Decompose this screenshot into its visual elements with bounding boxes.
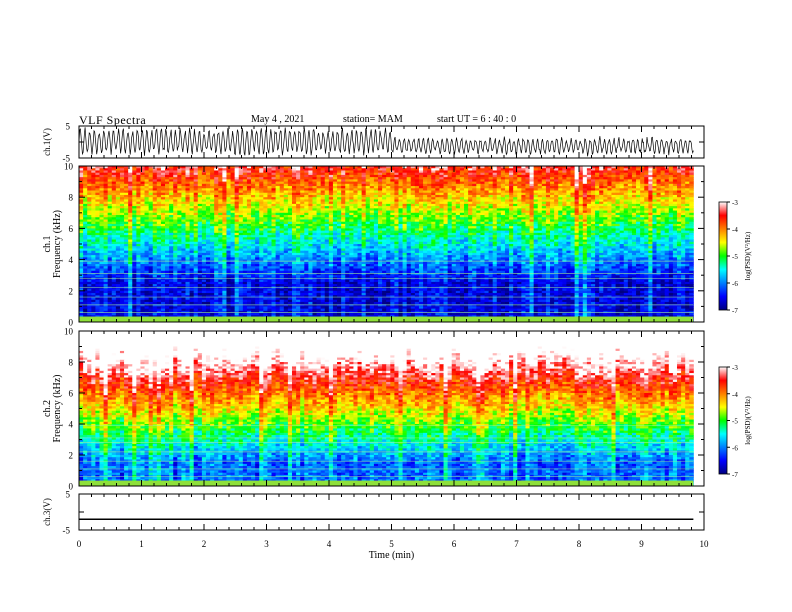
x-tick-label: 10 — [700, 539, 710, 549]
x-tick-label: 4 — [327, 539, 332, 549]
y-tick-label: 4 — [69, 255, 74, 265]
y-tick-label: 8 — [69, 193, 74, 203]
spectrogram-cells-1 — [79, 166, 694, 323]
y-axis-label: Frequency (kHz) — [52, 210, 63, 278]
x-tick-label: 7 — [514, 539, 519, 549]
colorbar-tick-label: -6 — [732, 280, 738, 288]
colorbar — [718, 366, 728, 475]
y-tick-label: 0 — [69, 482, 74, 492]
y-tick-label: 2 — [69, 451, 74, 461]
colorbar-tick-label: -6 — [732, 444, 738, 452]
colorbar-tick-label: -7 — [732, 471, 738, 479]
colorbar-tick-label: -3 — [732, 364, 738, 372]
y-tick-label: 5 — [66, 490, 71, 500]
spectrogram-cells-2 — [79, 331, 694, 487]
y-axis-label: ch.1(V) — [42, 128, 52, 156]
panel-channel-label: ch.1 — [42, 236, 53, 253]
low-frequency-band — [79, 480, 694, 486]
y-axis-label: Frequency (kHz) — [52, 374, 63, 442]
y-tick-label: 10 — [64, 162, 74, 172]
y-tick-label: -5 — [63, 154, 71, 164]
y-tick-label: -5 — [63, 526, 71, 536]
y-tick-label: 0 — [69, 318, 74, 328]
y-tick-label: 2 — [69, 286, 74, 296]
colorbar-tick-label: -5 — [732, 418, 738, 426]
x-tick-label: 0 — [77, 539, 82, 549]
colorbar-tick-label: -4 — [732, 391, 738, 399]
colorbar-tick-label: -4 — [732, 226, 738, 234]
x-tick-label: 1 — [139, 539, 144, 549]
chart-title: VLF Spectra — [79, 113, 146, 128]
x-tick-label: 8 — [577, 539, 582, 549]
colorbar-tick-label: -5 — [732, 253, 738, 261]
x-axis-label: Time (min) — [369, 550, 414, 561]
station-label: station= MAM — [343, 114, 403, 125]
colorbar — [718, 201, 728, 311]
y-axis-label: ch.3(V) — [42, 498, 52, 526]
start-time-label: start UT = 6 : 40 : 0 — [437, 114, 516, 125]
y-tick-label: 6 — [69, 389, 74, 399]
x-tick-label: 6 — [452, 539, 457, 549]
y-tick-label: 10 — [64, 327, 74, 337]
x-tick-label: 9 — [639, 539, 644, 549]
y-tick-label: 6 — [69, 224, 74, 234]
panel-channel-label: ch.2 — [42, 400, 53, 417]
colorbar-tick-label: -3 — [732, 199, 738, 207]
y-tick-label: 4 — [69, 420, 74, 430]
colorbar-label: log(PSD)(V²/Hz) — [744, 396, 752, 445]
date-label: May 4 , 2021 — [251, 114, 304, 125]
colorbar-tick-label: -7 — [732, 307, 738, 315]
y-tick-label: 8 — [69, 358, 74, 368]
y-tick-label: 5 — [66, 122, 71, 132]
low-frequency-band — [79, 316, 694, 322]
x-tick-label: 3 — [264, 539, 269, 549]
ch1-waveform-line — [78, 127, 694, 157]
x-tick-label: 2 — [202, 539, 207, 549]
x-tick-label: 5 — [389, 539, 394, 549]
colorbar-label: log(PSD)(V²/Hz) — [744, 231, 752, 280]
